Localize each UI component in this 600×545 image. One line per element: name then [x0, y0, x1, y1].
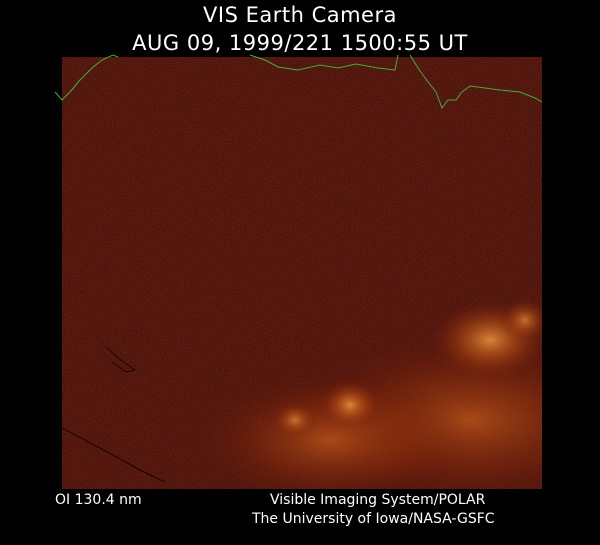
image-title: VIS Earth Camera: [203, 3, 397, 27]
institution-credit: The University of Iowa/NASA-GSFC: [252, 511, 495, 527]
terminator-lines: [61, 346, 166, 483]
instrument-credit: Visible Imaging System/POLAR: [270, 492, 486, 508]
image-timestamp: AUG 09, 1999/221 1500:55 UT: [132, 31, 468, 55]
wavelength-label: OI 130.4 nm: [55, 492, 142, 508]
coastline-overlay: [54, 54, 543, 110]
aurora-emission: [62, 57, 542, 489]
